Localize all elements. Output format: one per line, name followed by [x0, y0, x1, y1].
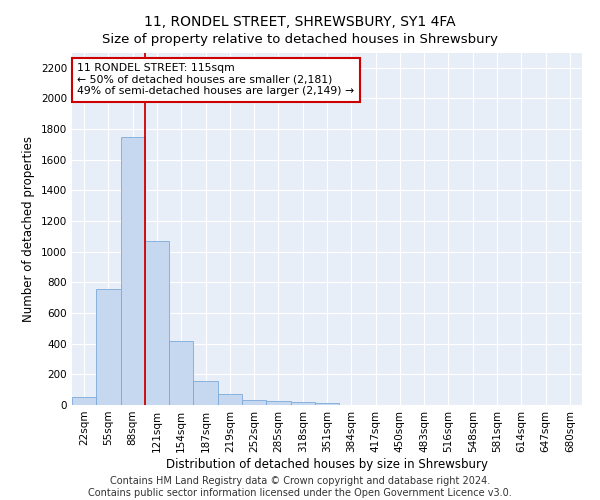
Bar [72, 398, 96, 405]
Bar [121, 137, 145, 405]
Text: 11, RONDEL STREET, SHREWSBURY, SY1 4FA: 11, RONDEL STREET, SHREWSBURY, SY1 4FA [144, 15, 456, 29]
Text: Contains HM Land Registry data © Crown copyright and database right 2024.
Contai: Contains HM Land Registry data © Crown c… [88, 476, 512, 498]
Bar [193, 381, 218, 405]
Text: Size of property relative to detached houses in Shrewsbury: Size of property relative to detached ho… [102, 32, 498, 46]
Bar [169, 342, 193, 405]
Bar [266, 401, 290, 405]
Bar [96, 288, 121, 405]
Y-axis label: Number of detached properties: Number of detached properties [22, 136, 35, 322]
Bar [145, 241, 169, 405]
Bar [290, 402, 315, 405]
Bar [242, 400, 266, 405]
Bar [315, 402, 339, 405]
Text: 11 RONDEL STREET: 115sqm
← 50% of detached houses are smaller (2,181)
49% of sem: 11 RONDEL STREET: 115sqm ← 50% of detach… [77, 63, 354, 96]
Bar [218, 394, 242, 405]
X-axis label: Distribution of detached houses by size in Shrewsbury: Distribution of detached houses by size … [166, 458, 488, 470]
